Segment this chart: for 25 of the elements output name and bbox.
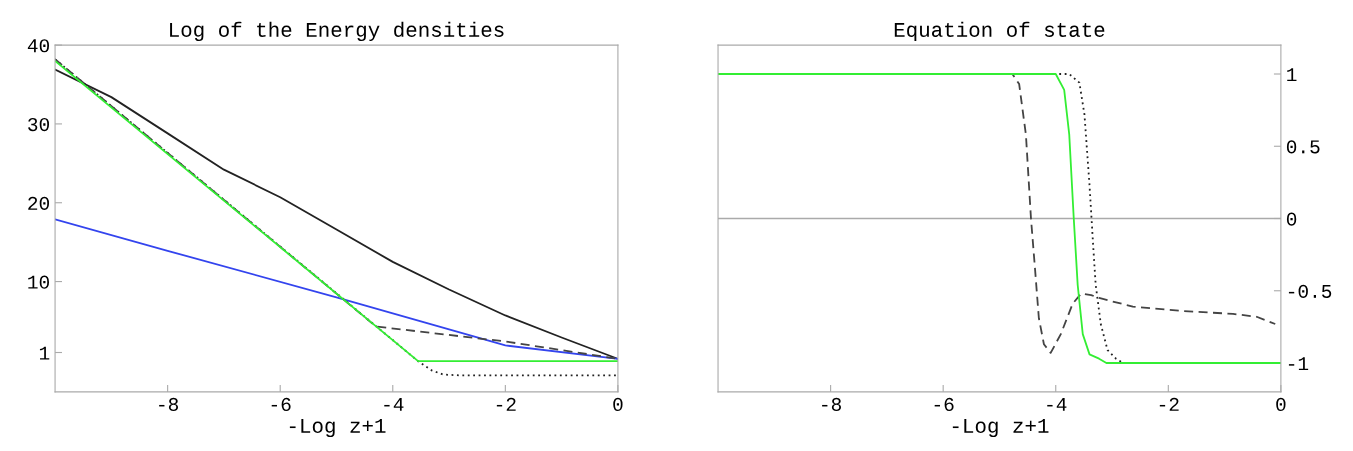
y-tick-label: 1 bbox=[39, 346, 50, 360]
y-tick-label: 20 bbox=[28, 196, 50, 210]
y2-tick-label: -1 bbox=[1288, 357, 1309, 371]
x-tick-label: -2 bbox=[1159, 397, 1179, 411]
x-tick-label: -6 bbox=[934, 397, 954, 412]
x-tick-label: -6 bbox=[271, 397, 291, 412]
line-series bbox=[55, 218, 618, 360]
chart-title: Equation of state bbox=[894, 21, 1105, 42]
x-tick-label: -8 bbox=[822, 397, 841, 412]
y2-tick-label: 1 bbox=[1287, 68, 1297, 82]
y2-tick-label: 0.5 bbox=[1286, 140, 1320, 154]
y-tick-label: 10 bbox=[28, 275, 50, 289]
y2-tick-label: 0 bbox=[1286, 212, 1297, 226]
x-tick-label: -4 bbox=[1047, 398, 1067, 411]
x-axis-title: -Log z+1 bbox=[289, 419, 386, 438]
x-tick-label: 0 bbox=[1276, 397, 1286, 412]
y2-tick-label: -0.5 bbox=[1288, 284, 1332, 298]
x-tick-label: -8 bbox=[159, 397, 179, 412]
x-tick-label: -2 bbox=[496, 397, 516, 411]
y-tick-label: 40 bbox=[27, 39, 50, 53]
x-tick-label: 0 bbox=[613, 397, 623, 412]
x-axis-title: -Log z+1 bbox=[952, 419, 1049, 438]
chart-title: Log of the Energy densities bbox=[170, 21, 504, 42]
x-tick-label: -4 bbox=[384, 398, 404, 411]
y-tick-label: 30 bbox=[28, 117, 50, 132]
